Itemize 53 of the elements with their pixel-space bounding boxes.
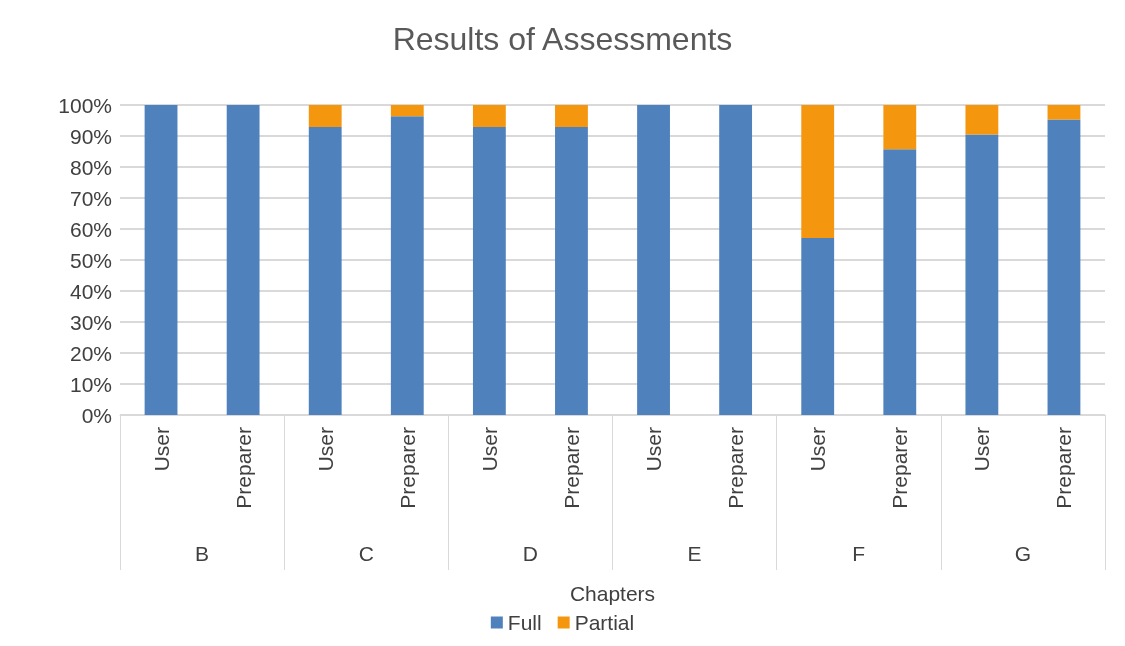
bar: [1047, 105, 1081, 120]
text: G: [1014, 542, 1032, 565]
x-tick-label: Preparer: [1052, 426, 1076, 509]
y-tick-label: 40%: [69, 279, 112, 303]
text: F: [852, 542, 866, 565]
y-tick-label: 30%: [69, 310, 112, 334]
x-tick-label: Preparer: [724, 426, 748, 509]
bar: [719, 105, 753, 415]
bar: [308, 105, 342, 128]
x-tick-label: User: [313, 427, 337, 472]
bar: [1047, 119, 1081, 415]
x-tick-label: Preparer: [231, 426, 255, 509]
x-tick-label: User: [149, 427, 173, 472]
bar: [801, 237, 835, 415]
y-tick-label: 90%: [69, 124, 112, 148]
bar: [390, 105, 424, 117]
x-tick-label: User: [477, 427, 501, 472]
y-tick-label: 60%: [69, 217, 112, 241]
bar: [144, 105, 178, 415]
bar: [883, 105, 917, 150]
bar: [308, 127, 342, 415]
text: E: [687, 542, 702, 565]
legend-label: Partial: [574, 611, 635, 634]
y-tick-label: 70%: [69, 186, 112, 210]
y-tick-label: 80%: [69, 155, 112, 179]
bar: [555, 127, 588, 415]
text: D: [522, 542, 538, 565]
chart-title: Results of Assessments: [392, 21, 733, 57]
bar: [883, 149, 917, 415]
bar: [472, 127, 506, 415]
y-tick-label: 50%: [69, 248, 112, 272]
bar: [555, 105, 588, 128]
y-tick-label: 0%: [81, 403, 112, 427]
x-axis-title: Chapters: [569, 582, 656, 605]
text: C: [358, 542, 374, 565]
bar: [472, 105, 506, 128]
bar: [637, 105, 670, 415]
bar: [965, 134, 999, 415]
legend-label: Full: [507, 611, 542, 634]
x-tick-label: User: [806, 427, 830, 472]
y-tick-label: 20%: [69, 341, 112, 365]
bar: [801, 105, 835, 238]
y-tick-label: 10%: [69, 372, 112, 396]
text: B: [195, 542, 210, 565]
x-tick-label: Preparer: [888, 426, 912, 509]
x-tick-label: User: [642, 427, 666, 472]
y-tick-label: 100%: [58, 93, 112, 117]
bar: [226, 105, 260, 415]
bar: [965, 105, 999, 135]
x-tick-label: Preparer: [395, 426, 419, 509]
x-tick-label: User: [970, 427, 994, 472]
x-tick-label: Preparer: [559, 426, 583, 509]
bar: [390, 116, 424, 415]
